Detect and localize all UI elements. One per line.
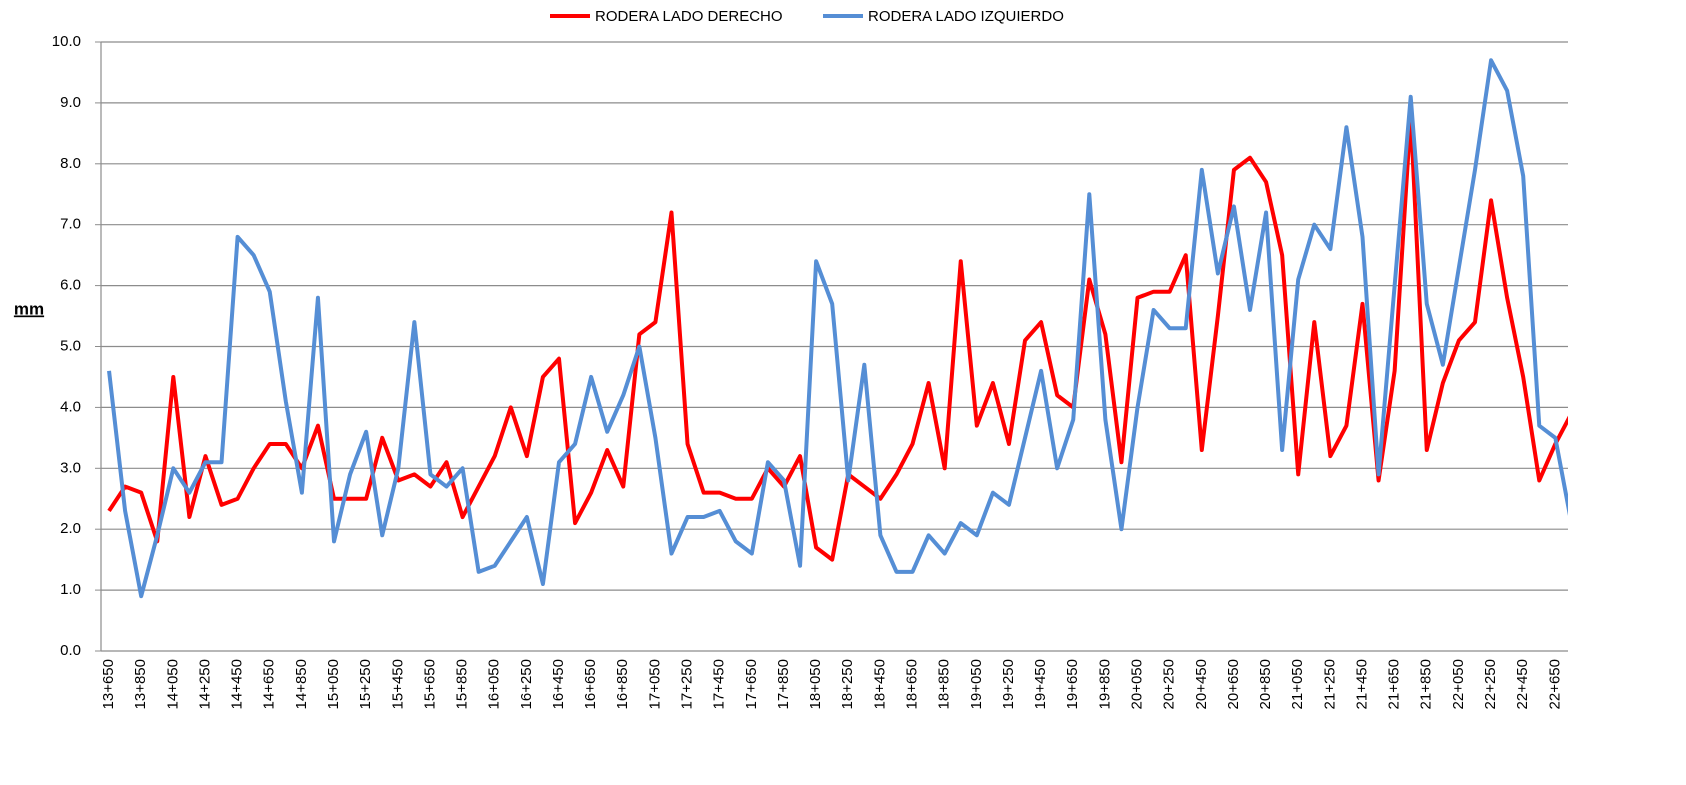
x-tick-label: 18+850 — [936, 659, 953, 709]
x-tick-label: 14+850 — [293, 659, 310, 709]
x-tick-label: 19+650 — [1064, 659, 1081, 709]
y-tick-label: 6.0 — [60, 277, 81, 294]
x-tick-label: 20+850 — [1257, 659, 1274, 709]
x-tick-label: 22+250 — [1482, 659, 1499, 709]
legend-label: RODERA LADO IZQUIERDO — [868, 8, 1064, 25]
x-tick-label: 15+850 — [454, 659, 471, 709]
y-tick-label: 1.0 — [60, 581, 81, 598]
y-axis-label: mm — [14, 299, 44, 318]
x-tick-label: 21+450 — [1353, 659, 1370, 709]
x-tick-label: 16+450 — [550, 659, 567, 709]
x-tick-label: 22+050 — [1450, 659, 1467, 709]
x-tick-label: 15+450 — [389, 659, 406, 709]
y-tick-label: 2.0 — [60, 520, 81, 537]
x-tick-label: 18+450 — [871, 659, 888, 709]
x-tick-label: 13+850 — [132, 659, 149, 709]
x-tick-label: 16+650 — [582, 659, 599, 709]
x-tick-label: 22+650 — [1546, 659, 1563, 709]
x-tick-label: 16+850 — [614, 659, 631, 709]
x-tick-label: 17+250 — [679, 659, 696, 709]
y-tick-label: 10.0 — [52, 33, 81, 50]
x-tick-label: 18+650 — [904, 659, 921, 709]
x-tick-label: 18+250 — [839, 659, 856, 709]
x-tick-label: 16+050 — [486, 659, 503, 709]
x-tick-label: 20+250 — [1161, 659, 1178, 709]
x-tick-label: 17+650 — [743, 659, 760, 709]
plot-area — [107, 58, 1568, 599]
y-tick-label: 5.0 — [60, 337, 81, 354]
x-tick-label: 14+250 — [196, 659, 213, 709]
x-tick-label: 20+650 — [1225, 659, 1242, 709]
x-tick-label: 21+050 — [1289, 659, 1306, 709]
x-tick-label: 15+050 — [325, 659, 342, 709]
x-tick-label: 20+050 — [1128, 659, 1145, 709]
series-line — [107, 113, 1568, 562]
x-tick-label: 19+250 — [1000, 659, 1017, 709]
y-tick-label: 0.0 — [60, 642, 81, 659]
legend-label: RODERA LADO DERECHO — [595, 8, 783, 25]
x-tick-label: 20+450 — [1193, 659, 1210, 709]
x-tick-label: 16+250 — [518, 659, 535, 709]
x-tick-label: 21+250 — [1321, 659, 1338, 709]
x-tick-label: 19+050 — [968, 659, 985, 709]
x-tick-label: 22+450 — [1514, 659, 1531, 709]
x-tick-label: 14+050 — [164, 659, 181, 709]
y-tick-label: 3.0 — [60, 459, 81, 476]
y-tick-label: 8.0 — [60, 155, 81, 172]
y-tick-label: 9.0 — [60, 94, 81, 111]
x-tick-label: 19+450 — [1032, 659, 1049, 709]
x-tick-label: 14+650 — [261, 659, 278, 709]
x-tick-label: 21+650 — [1386, 659, 1403, 709]
x-tick-label: 18+050 — [807, 659, 824, 709]
y-tick-label: 4.0 — [60, 398, 81, 415]
x-tick-label: 13+650 — [100, 659, 117, 709]
x-tick-label: 14+450 — [229, 659, 246, 709]
x-tick-label: 17+850 — [775, 659, 792, 709]
x-tick-label: 19+850 — [1096, 659, 1113, 709]
x-tick-label: 17+450 — [711, 659, 728, 709]
y-tick-label: 7.0 — [60, 216, 81, 233]
series-line — [107, 58, 1568, 599]
x-tick-label: 15+650 — [421, 659, 438, 709]
x-tick-label: 21+850 — [1418, 659, 1435, 709]
x-tick-label: 17+050 — [646, 659, 663, 709]
x-tick-label: 15+250 — [357, 659, 374, 709]
